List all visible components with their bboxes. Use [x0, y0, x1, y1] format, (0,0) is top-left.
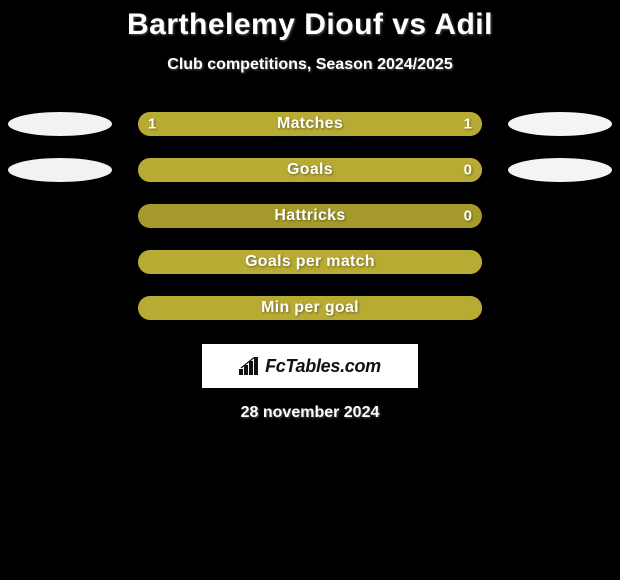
- stat-bar: Hattricks0: [138, 204, 482, 228]
- stat-row: Goals0: [0, 158, 620, 182]
- date-label: 28 november 2024: [0, 404, 620, 422]
- stat-label: Hattricks: [138, 207, 482, 225]
- logo-text: FcTables.com: [265, 356, 381, 377]
- stat-label: Min per goal: [138, 299, 482, 317]
- stat-bar: Goals0: [138, 158, 482, 182]
- stat-row: Matches1 1: [0, 112, 620, 136]
- bar-chart-icon: [239, 357, 261, 375]
- stat-label: Matches: [138, 115, 482, 133]
- page-title: Barthelemy Diouf vs Adil: [0, 8, 620, 42]
- stat-left-value: 1: [148, 116, 156, 133]
- right-ellipse: [508, 112, 612, 136]
- stat-label: Goals: [138, 161, 482, 179]
- stat-bar: Matches1 1: [138, 112, 482, 136]
- stat-bar: Goals per match: [138, 250, 482, 274]
- stat-row: Goals per match: [0, 250, 620, 274]
- stats-rows: Matches11Goals0Hattricks0Goals per match…: [0, 112, 620, 320]
- stat-right-value: 0: [464, 208, 472, 225]
- right-ellipse: [508, 158, 612, 182]
- stat-label: Goals per match: [138, 253, 482, 271]
- stat-row: Min per goal: [0, 296, 620, 320]
- left-ellipse: [8, 158, 112, 182]
- stat-row: Hattricks0: [0, 204, 620, 228]
- comparison-infographic: Barthelemy Diouf vs Adil Club competitio…: [0, 0, 620, 422]
- stat-bar: Min per goal: [138, 296, 482, 320]
- stat-right-value: 1: [464, 116, 472, 133]
- stat-right-value: 0: [464, 162, 472, 179]
- left-ellipse: [8, 112, 112, 136]
- logo-box: FcTables.com: [202, 344, 418, 388]
- subtitle: Club competitions, Season 2024/2025: [0, 56, 620, 74]
